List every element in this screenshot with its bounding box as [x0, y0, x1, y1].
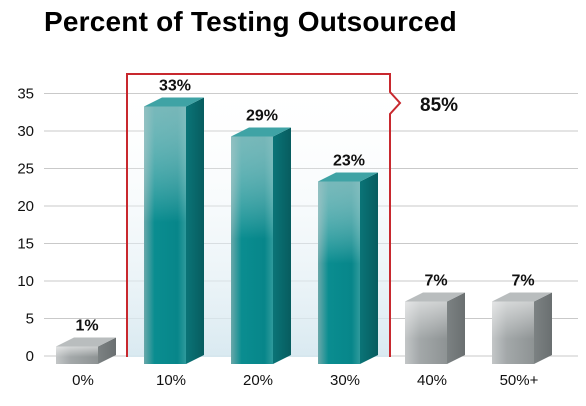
bar [56, 337, 116, 364]
x-axis: 0% 10% 20% 30% 40% 50%+ [72, 372, 538, 389]
x-tick-label: 40% [417, 372, 447, 389]
data-label: 1% [75, 318, 98, 335]
data-label: 29% [246, 108, 278, 125]
bar [405, 292, 465, 364]
bar-side [186, 97, 204, 364]
y-tick-label: 5 [26, 311, 34, 328]
y-tick-label: 30 [17, 123, 34, 140]
x-tick-label: 0% [72, 372, 94, 389]
x-tick-label: 30% [330, 372, 360, 389]
bar-highlight [144, 106, 186, 364]
chart-title: Percent of Testing Outsourced [44, 6, 457, 37]
bar-top [492, 292, 552, 302]
data-label: 7% [424, 273, 447, 290]
bar-top [405, 292, 465, 302]
bar-highlight [56, 346, 98, 364]
bar-top [56, 337, 116, 347]
y-tick-label: 0 [26, 348, 34, 365]
x-tick-label: 50%+ [500, 372, 539, 389]
y-tick-label: 35 [17, 86, 34, 103]
y-tick-label: 10 [17, 273, 34, 290]
bar-highlight [492, 301, 534, 364]
bar-top [144, 97, 204, 107]
bracket-label: 85% [420, 95, 458, 116]
y-tick-label: 15 [17, 236, 34, 253]
bar [492, 292, 552, 364]
y-tick-label: 20 [17, 198, 34, 215]
bar-side [534, 292, 552, 364]
bar-side [273, 127, 291, 364]
bar-highlight [405, 301, 447, 364]
bar [144, 97, 204, 364]
bracket: 85% [126, 73, 458, 357]
bar-top [318, 172, 378, 182]
bar [318, 172, 378, 364]
bar-highlight [231, 136, 273, 364]
data-label: 23% [333, 153, 365, 170]
bar-side [98, 337, 116, 364]
bar-highlight [318, 181, 360, 364]
bracket-outline [126, 73, 402, 357]
data-label: 33% [159, 78, 191, 95]
x-tick-label: 10% [156, 372, 186, 389]
y-axis: 0 5 10 15 20 25 30 35 [17, 86, 34, 366]
data-labels: 1% 33% 29% 23% 7% 7% [75, 78, 534, 335]
y-tick-label: 25 [17, 161, 34, 178]
data-label: 7% [511, 273, 534, 290]
bar-side [360, 172, 378, 364]
bar-top [231, 127, 291, 137]
x-tick-label: 20% [243, 372, 273, 389]
bar-side [447, 292, 465, 364]
bar [231, 127, 291, 364]
bars [56, 97, 552, 364]
